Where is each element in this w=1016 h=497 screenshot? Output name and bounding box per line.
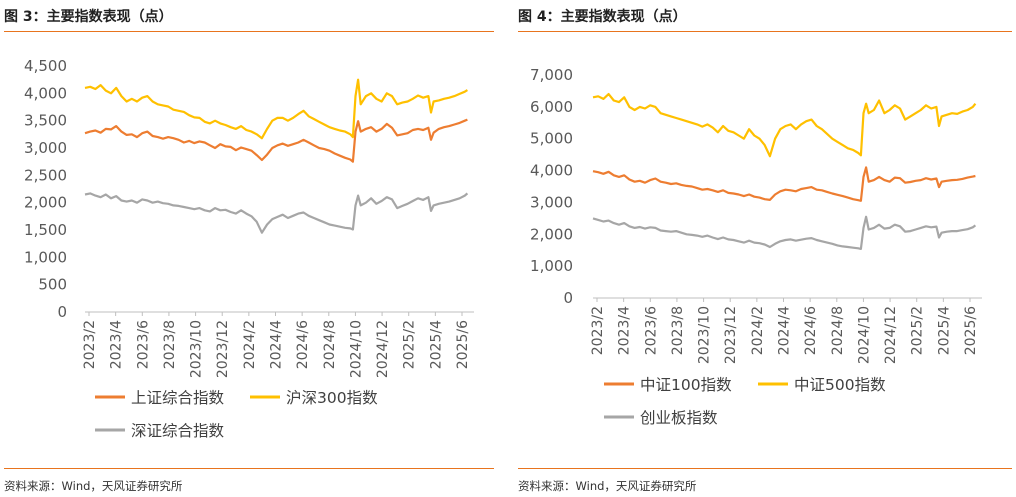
y-tick-label: 1,000 (24, 248, 67, 266)
x-tick-label: 2024/2 (242, 320, 258, 369)
y-tick-label: 4,000 (530, 162, 573, 180)
x-tick-label: 2025/2 (910, 306, 926, 355)
series-line-3 (84, 192, 469, 234)
series-line-2 (84, 78, 468, 140)
x-tick-label: 2023/12 (215, 320, 231, 378)
series-line-1 (84, 118, 468, 163)
chart-right: 7,000 6,000 5,000 4,000 3,000 2,000 1,000 0 2023… (530, 66, 982, 427)
source-rule-left (4, 468, 494, 469)
x-tick-label: 2025/4 (428, 320, 444, 369)
x-tick-label: 2023/2 (590, 306, 606, 355)
x-tick-label: 2024/6 (295, 320, 311, 369)
x-tick-label: 2024/10 (348, 320, 364, 378)
y-tick-label: 6,000 (530, 98, 573, 116)
y-tick-label: 5,000 (530, 130, 573, 148)
x-tick-label: 2023/2 (82, 320, 98, 369)
x-tick-label: 2023/6 (135, 320, 151, 369)
y-tick-label: 2,000 (24, 194, 67, 212)
x-tick-label: 2024/4 (269, 320, 285, 369)
x-tick-label: 2025/6 (455, 320, 471, 369)
x-tick-label: 2023/12 (723, 306, 739, 364)
x-tick-label: 2024/10 (856, 306, 872, 364)
x-tick-label: 2023/8 (162, 320, 178, 369)
x-tick-label: 2024/8 (322, 320, 338, 369)
x-tick-label: 2024/2 (750, 306, 766, 355)
legend-label: 上证综合指数 (131, 389, 225, 407)
series-line-3 (592, 215, 977, 250)
source-rule-right (518, 468, 1012, 469)
legend-label: 深证综合指数 (131, 422, 225, 440)
x-tick-label: 2025/6 (963, 306, 979, 355)
x-tick-label: 2023/10 (189, 320, 205, 378)
x-tick-label: 2023/4 (109, 320, 125, 369)
x-tick-label: 2024/12 (375, 320, 391, 378)
series-line-1 (592, 166, 976, 202)
x-tick-label: 2023/4 (617, 306, 633, 355)
legend-label: 创业板指数 (640, 409, 718, 427)
x-tick-label: 2024/6 (803, 306, 819, 355)
title-rule-left (4, 31, 494, 32)
y-tick-label: 500 (38, 276, 67, 294)
x-tick-label: 2023/6 (643, 306, 659, 355)
y-tick-label: 1,500 (24, 221, 67, 239)
y-tick-label: 2,000 (530, 225, 573, 243)
chart-title-right: 图 4：主要指数表现（点） (518, 9, 687, 25)
y-tick-label: 7,000 (530, 66, 573, 84)
y-tick-label: 0 (57, 303, 67, 321)
x-tick-label: 2023/10 (697, 306, 713, 364)
title-rule-right (518, 31, 1012, 32)
x-tick-label: 2024/8 (830, 306, 846, 355)
chart-title-left: 图 3：主要指数表现（点） (4, 9, 173, 25)
y-tick-label: 1,000 (530, 257, 573, 275)
y-tick-label: 4,000 (24, 84, 67, 102)
x-tick-label: 2025/4 (936, 306, 952, 355)
source-note-left: 资料来源：Wind，天风证券研究所 (4, 479, 183, 493)
y-tick-label: 3,000 (24, 139, 67, 157)
x-tick-label: 2024/12 (883, 306, 899, 364)
y-tick-label: 4,500 (24, 57, 67, 75)
legend-label: 沪深300指数 (286, 389, 378, 407)
chart-left: 4,500 4,000 3,500 3,000 2,500 2,000 1,500 1,000… (24, 57, 474, 440)
legend-label: 中证100指数 (640, 376, 732, 394)
x-tick-label: 2024/4 (777, 306, 793, 355)
y-tick-label: 0 (563, 289, 573, 307)
series-line-2 (592, 92, 977, 158)
source-note-right: 资料来源：Wind，天风证券研究所 (518, 479, 697, 493)
y-tick-label: 3,500 (24, 112, 67, 130)
x-tick-label: 2025/2 (402, 320, 418, 369)
y-tick-label: 2,500 (24, 166, 67, 184)
legend-label: 中证500指数 (794, 376, 886, 394)
y-tick-label: 3,000 (530, 193, 573, 211)
x-tick-label: 2023/8 (670, 306, 686, 355)
